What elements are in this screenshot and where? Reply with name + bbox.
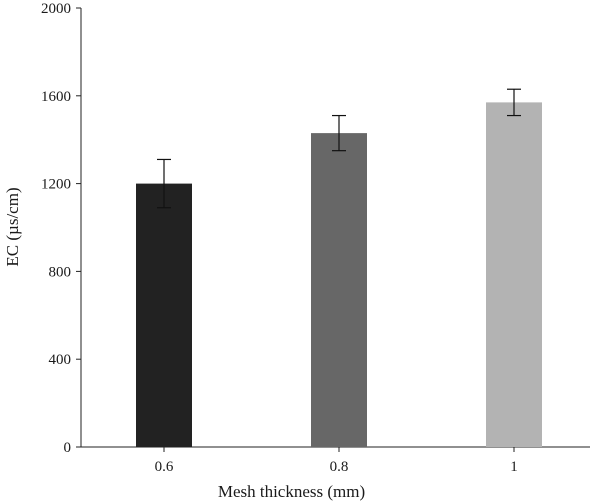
- y-axis-ticks: 0 400 800 1200 1600 2000: [41, 1, 81, 456]
- bar: [136, 183, 192, 447]
- x-axis-title: Mesh thickness (mm): [218, 482, 365, 501]
- bars: [136, 102, 542, 448]
- y-tick-label: 1200: [41, 177, 71, 193]
- x-tick-label: 0.6: [155, 459, 174, 475]
- y-tick-label: 400: [49, 352, 72, 368]
- x-axis-ticks: 0.6 0.8 1: [155, 447, 518, 475]
- y-tick-label: 800: [49, 264, 72, 280]
- error-bar: [332, 114, 346, 152]
- bar: [311, 133, 367, 448]
- bar: [486, 102, 542, 447]
- y-tick-label: 0: [64, 440, 72, 456]
- y-tick-label: 1600: [41, 89, 71, 105]
- x-tick-label: 0.8: [330, 459, 349, 475]
- error-bar: [157, 158, 171, 209]
- y-tick-label: 2000: [41, 1, 71, 17]
- error-bar: [507, 88, 521, 117]
- y-axis-title: EC (µs/cm): [3, 187, 22, 266]
- x-tick-label: 1: [510, 459, 518, 475]
- plot-area: 0 400 800 1200 1600 2000 0.6 0.8 1: [41, 1, 590, 475]
- error-bars: [157, 88, 521, 209]
